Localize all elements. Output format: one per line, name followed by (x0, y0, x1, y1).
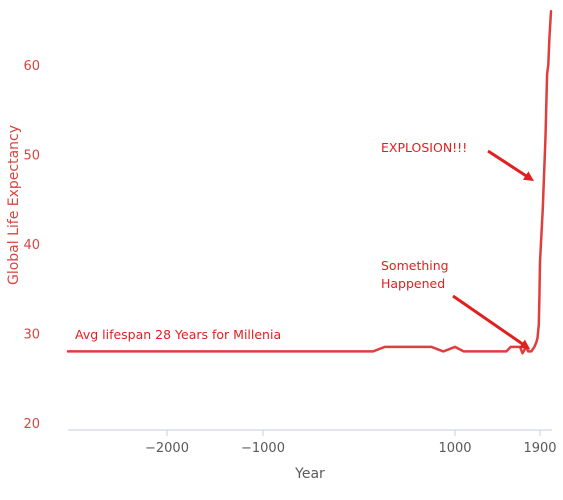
series-line (66, 10, 553, 355)
annotation-arrow (452, 294, 531, 350)
x-tick-label: −2000 (145, 441, 189, 456)
annotations: Avg lifespan 28 Years for Millenia Someth… (75, 140, 535, 350)
y-tick-label: 20 (23, 417, 40, 432)
annotation-text: Something Happened (381, 258, 449, 291)
x-tick-label: 1900 (523, 441, 556, 456)
x-tick-label: −1000 (241, 441, 285, 456)
annotation-text: EXPLOSION!!! (381, 140, 467, 155)
y-axis: 20 30 40 50 60 (23, 59, 40, 432)
x-axis: −2000 −1000 1000 1900 (68, 429, 557, 456)
y-tick-label: 60 (23, 59, 40, 74)
y-tick-label: 30 (23, 328, 40, 343)
y-axis-label: Global Life Expectancy (6, 125, 22, 285)
y-tick-label: 50 (23, 149, 40, 164)
x-tick-label: 1000 (438, 441, 471, 456)
annotation-text: Avg lifespan 28 Years for Millenia (75, 327, 281, 342)
y-tick-label: 40 (23, 238, 40, 253)
series-group (66, 10, 553, 355)
annotation-arrow (487, 149, 535, 181)
x-axis-label: Year (294, 466, 325, 482)
